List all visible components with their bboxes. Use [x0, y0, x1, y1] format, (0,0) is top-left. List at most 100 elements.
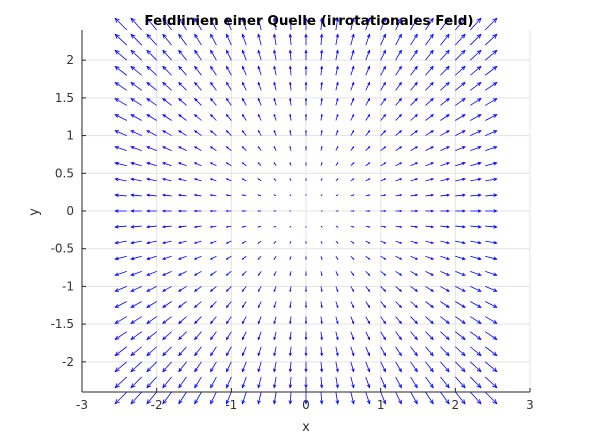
arrow-shaft [194, 34, 202, 46]
arrow-shaft [178, 66, 187, 76]
arrow-head [193, 130, 198, 134]
arrow-head [415, 162, 419, 165]
arrow-shaft [289, 50, 292, 61]
arrow-shaft [178, 240, 187, 244]
arrow-head [320, 368, 324, 373]
y-tick-label: 0 [66, 204, 74, 218]
field-arrow [114, 49, 128, 61]
field-arrow [114, 301, 127, 308]
field-arrow [395, 178, 403, 182]
arrow-shaft [146, 255, 157, 260]
arrow-shaft [484, 82, 498, 91]
arrow-head [476, 335, 482, 341]
arrow-head [429, 49, 434, 55]
field-arrow [380, 49, 386, 61]
field-arrow [484, 98, 498, 106]
arrow-shaft [146, 225, 157, 228]
arrow-shaft [440, 255, 450, 260]
arrow-head [320, 305, 323, 309]
field-arrow [114, 391, 128, 405]
arrow-head [445, 304, 450, 308]
arrow-shaft [410, 286, 418, 292]
field-arrow [289, 271, 292, 277]
arrow-head [335, 400, 340, 405]
field-arrow [162, 33, 172, 46]
field-arrow [395, 97, 403, 106]
arrow-head [492, 49, 498, 55]
field-arrow [350, 162, 355, 167]
arrow-head [446, 225, 451, 229]
arrow-head [445, 383, 450, 389]
arrow-shaft [395, 271, 402, 276]
field-arrow [225, 146, 232, 151]
field-arrow [365, 286, 371, 293]
arrow-head [430, 209, 435, 213]
arrow-shaft [395, 18, 402, 31]
field-arrow [335, 256, 339, 261]
arrow-shaft [380, 376, 386, 388]
arrow-head [162, 304, 167, 308]
arrow-shaft [162, 130, 172, 136]
arrow-shaft [365, 346, 370, 356]
field-arrow [380, 240, 387, 244]
arrow-shaft [162, 225, 172, 228]
arrow-head [161, 225, 166, 229]
arrow-head [130, 177, 135, 182]
field-arrow [469, 376, 482, 389]
arrow-shaft [440, 98, 450, 106]
field-arrow [288, 17, 293, 31]
arrow-shaft [146, 178, 157, 182]
arrow-head [114, 114, 120, 118]
field-arrow [226, 376, 232, 389]
arrow-shaft [425, 331, 434, 340]
field-arrow [177, 255, 187, 260]
arrow-head [193, 257, 197, 260]
arrow-head [304, 384, 308, 389]
arrow-head [304, 337, 308, 341]
arrow-head [257, 257, 260, 260]
field-arrow [177, 270, 187, 276]
field-arrow [425, 193, 435, 197]
field-arrow [440, 376, 450, 389]
arrow-shaft [485, 255, 497, 260]
arrow-shaft [289, 82, 292, 91]
arrow-head [194, 49, 198, 54]
arrow-shaft [335, 391, 339, 404]
field-arrow [210, 17, 217, 31]
arrow-head [193, 304, 198, 309]
y-tick-label: 0.5 [55, 166, 74, 180]
arrow-head [273, 145, 276, 149]
arrow-shaft [320, 66, 323, 76]
arrow-shaft [395, 391, 402, 404]
arrow-head [161, 193, 166, 197]
field-arrow [350, 316, 355, 325]
field-arrow [395, 301, 403, 309]
field-arrow [380, 376, 386, 389]
arrow-shaft [178, 286, 187, 292]
arrow-shaft [485, 130, 497, 136]
field-arrow [484, 331, 498, 341]
arrow-shaft [210, 225, 217, 228]
field-arrow [178, 316, 187, 325]
arrow-head [273, 49, 277, 54]
arrow-head [114, 351, 120, 357]
arrow-head [383, 305, 387, 309]
arrow-head [429, 352, 434, 357]
arrow-head [446, 257, 451, 260]
field-arrow [470, 331, 482, 341]
arrow-head [288, 400, 293, 405]
arrow-head [321, 177, 323, 180]
arrow-head [114, 335, 120, 341]
arrow-head [336, 178, 339, 180]
field-arrow [161, 177, 172, 182]
chart-title: Feldlinien einer Quelle (irrotationales … [144, 13, 473, 29]
arrow-head [319, 400, 324, 405]
arrow-head [114, 367, 120, 373]
y-tick-label: -1.5 [51, 317, 74, 331]
field-arrow [335, 17, 340, 31]
field-arrow [178, 97, 187, 106]
field-arrow [425, 49, 434, 61]
arrow-head [225, 81, 230, 86]
arrow-shaft [395, 146, 402, 151]
arrow-head [476, 33, 482, 39]
